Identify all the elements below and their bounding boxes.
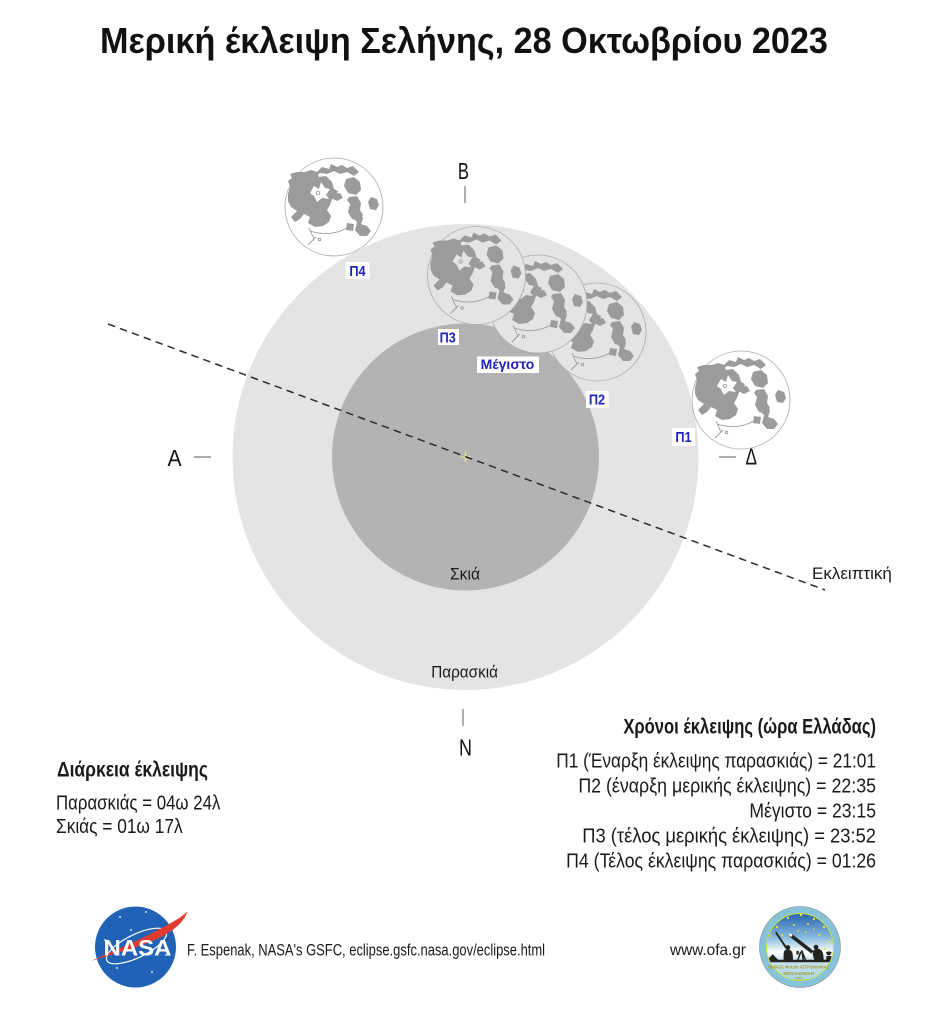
svg-text:ΟΜΙΛΟΣ ΦΙΛΩΝ ΑΣΤΡΟΝΟΜΙΑΣ: ΟΜΙΛΟΣ ΦΙΛΩΝ ΑΣΤΡΟΝΟΜΙΑΣ bbox=[768, 964, 829, 969]
svg-text:Β: Β bbox=[458, 160, 469, 185]
svg-text:Α: Α bbox=[168, 445, 182, 471]
svg-text:Π1 (Έναρξη έκλειψης παρασκιάς): Π1 (Έναρξη έκλειψης παρασκιάς) = 21:01 bbox=[556, 749, 876, 771]
svg-text:Εκλειπτική: Εκλειπτική bbox=[812, 564, 892, 583]
svg-text:Παρασκιάς = 04ω 24λ: Παρασκιάς = 04ω 24λ bbox=[56, 791, 221, 814]
svg-text:1957: 1957 bbox=[795, 977, 803, 981]
svg-text:Δ: Δ bbox=[746, 445, 758, 470]
svg-text:NASA: NASA bbox=[104, 935, 172, 960]
svg-text:Π3 (τέλος μερικής έκλειψης) =: Π3 (τέλος μερικής έκλειψης) = 23:52 bbox=[582, 826, 876, 848]
svg-text:Π1: Π1 bbox=[675, 428, 692, 445]
svg-text:Χρόνοι έκλειψης (ώρα Ελλάδας): Χρόνοι έκλειψης (ώρα Ελλάδας) bbox=[623, 716, 876, 739]
svg-text:Π3: Π3 bbox=[440, 329, 456, 346]
svg-text:Π4: Π4 bbox=[349, 262, 366, 279]
svg-text:www.ofa.gr: www.ofa.gr bbox=[669, 942, 746, 959]
svg-text:Σκιά: Σκιά bbox=[450, 565, 480, 584]
svg-text:Μερική έκλειψη Σελήνης, 28 Οκτ: Μερική έκλειψη Σελήνης, 28 Οκτωβρίου 202… bbox=[100, 21, 828, 61]
svg-text:Ν: Ν bbox=[459, 735, 472, 761]
svg-text:Διάρκεια έκλειψης: Διάρκεια έκλειψης bbox=[57, 759, 208, 782]
svg-text:Π4 (Τέλος έκλειψης παρασκιάς): Π4 (Τέλος έκλειψης παρασκιάς) = 01:26 bbox=[566, 849, 876, 871]
svg-text:Παρασκιά: Παρασκιά bbox=[431, 663, 498, 682]
svg-text:Σκιάς = 01ω 17λ: Σκιάς = 01ω 17λ bbox=[56, 815, 183, 837]
svg-text:Π2 (έναρξη μερικής έκλειψης) =: Π2 (έναρξη μερικής έκλειψης) = 22:35 bbox=[578, 776, 876, 798]
svg-text:ΘΕΣΣΑΛΟΝΙΚΗ: ΘΕΣΣΑΛΟΝΙΚΗ bbox=[783, 971, 814, 976]
svg-text:Μέγιστο = 23:15: Μέγιστο = 23:15 bbox=[749, 799, 876, 821]
svg-text:Μέγιστο: Μέγιστο bbox=[481, 356, 535, 372]
svg-text:Π2: Π2 bbox=[589, 390, 606, 407]
svg-text:F. Espenak, NASA's GSFC, eclip: F. Espenak, NASA's GSFC, eclipse.gsfc.na… bbox=[187, 941, 545, 960]
